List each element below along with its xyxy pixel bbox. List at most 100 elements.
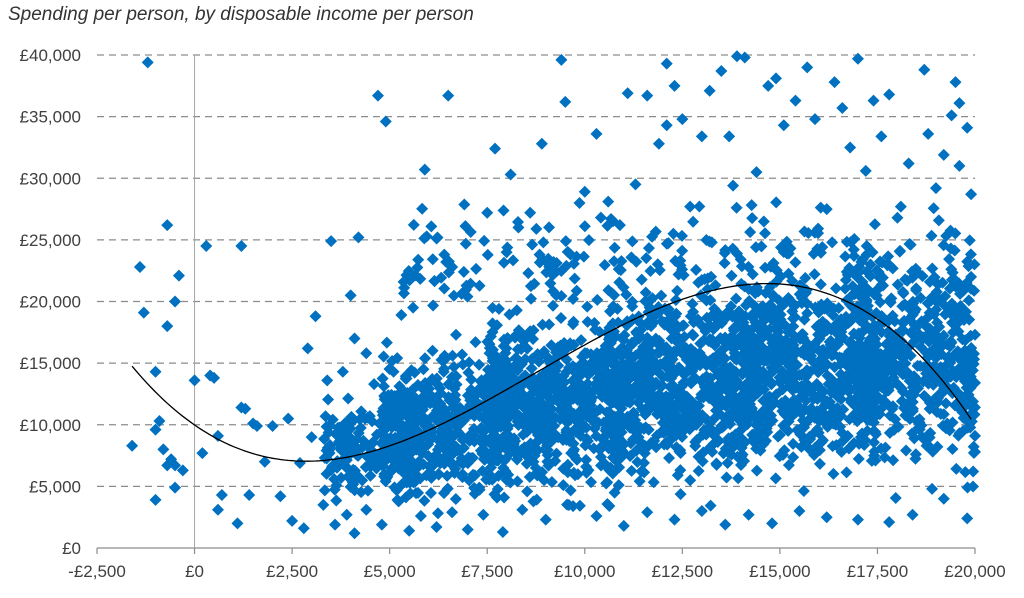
data-point — [582, 394, 595, 407]
data-point — [450, 328, 463, 341]
data-point — [840, 466, 853, 479]
data-point — [715, 65, 728, 78]
data-point — [929, 328, 942, 341]
data-point — [927, 202, 940, 215]
data-point — [528, 445, 541, 458]
data-point — [892, 420, 905, 433]
data-point — [798, 225, 811, 238]
data-point — [625, 464, 638, 477]
data-point — [522, 267, 535, 280]
data-point — [855, 255, 868, 268]
data-point — [676, 244, 689, 257]
data-point — [773, 371, 786, 384]
data-point — [407, 301, 420, 314]
data-point — [742, 508, 755, 521]
data-point — [736, 416, 749, 429]
data-point — [501, 241, 514, 254]
data-point — [695, 273, 708, 286]
data-point — [577, 360, 590, 373]
data-point — [961, 481, 974, 494]
data-point — [414, 272, 427, 285]
data-point — [344, 480, 357, 493]
data-point — [801, 61, 814, 74]
data-point — [629, 178, 642, 191]
data-point — [939, 290, 952, 303]
data-point — [758, 354, 771, 367]
data-point — [968, 401, 981, 414]
data-point — [325, 235, 338, 248]
data-point — [395, 309, 408, 322]
y-tick-label: £40,000 — [20, 46, 81, 65]
data-point — [141, 56, 154, 69]
data-point — [958, 344, 971, 357]
data-point — [575, 334, 588, 347]
data-point — [598, 259, 611, 272]
data-point — [910, 284, 923, 297]
data-point — [662, 237, 675, 250]
data-point — [758, 314, 771, 327]
data-point — [759, 227, 772, 240]
data-point — [896, 368, 909, 381]
data-point — [247, 417, 260, 430]
data-point — [532, 355, 545, 368]
data-point — [420, 387, 433, 400]
data-point — [514, 398, 527, 411]
data-point — [693, 359, 706, 372]
data-point — [719, 518, 732, 531]
data-point — [826, 236, 839, 249]
data-point — [543, 221, 556, 234]
data-point — [447, 360, 460, 373]
data-point — [601, 476, 614, 489]
data-point — [486, 344, 499, 357]
data-point — [641, 506, 654, 519]
data-point — [946, 416, 959, 429]
data-point — [835, 325, 848, 338]
data-point — [802, 441, 815, 454]
data-point — [945, 299, 958, 312]
data-point — [469, 336, 482, 349]
data-point — [585, 476, 598, 489]
data-point — [521, 485, 534, 498]
data-point — [712, 398, 725, 411]
data-point — [764, 375, 777, 388]
data-point — [735, 277, 748, 290]
data-point — [552, 359, 565, 372]
data-point — [323, 447, 336, 460]
data-point — [899, 273, 912, 286]
data-point — [375, 518, 388, 531]
data-point — [807, 388, 820, 401]
data-point — [547, 393, 560, 406]
data-point — [411, 397, 424, 410]
data-point — [721, 456, 734, 469]
data-point — [340, 508, 353, 521]
data-point — [419, 379, 432, 392]
data-point — [955, 370, 968, 383]
x-tick-label: £0 — [185, 562, 204, 581]
data-point — [782, 358, 795, 371]
data-point — [913, 413, 926, 426]
data-point — [412, 253, 425, 266]
data-point — [309, 310, 322, 323]
data-point — [789, 94, 802, 107]
data-point — [423, 460, 436, 473]
data-point — [968, 353, 981, 366]
data-point — [669, 334, 682, 347]
data-point — [787, 437, 800, 450]
data-point — [399, 372, 412, 385]
data-point — [782, 267, 795, 280]
data-point — [456, 358, 469, 371]
data-point — [542, 459, 555, 472]
data-point — [642, 242, 655, 255]
data-point — [239, 402, 252, 415]
data-point — [430, 232, 443, 245]
data-point — [360, 503, 373, 516]
data-point — [719, 341, 732, 354]
data-point — [599, 351, 612, 364]
data-point — [655, 289, 668, 302]
data-point — [631, 396, 644, 409]
axes — [96, 55, 976, 554]
data-point — [328, 483, 341, 496]
data-point — [844, 141, 857, 154]
data-point — [813, 381, 826, 394]
